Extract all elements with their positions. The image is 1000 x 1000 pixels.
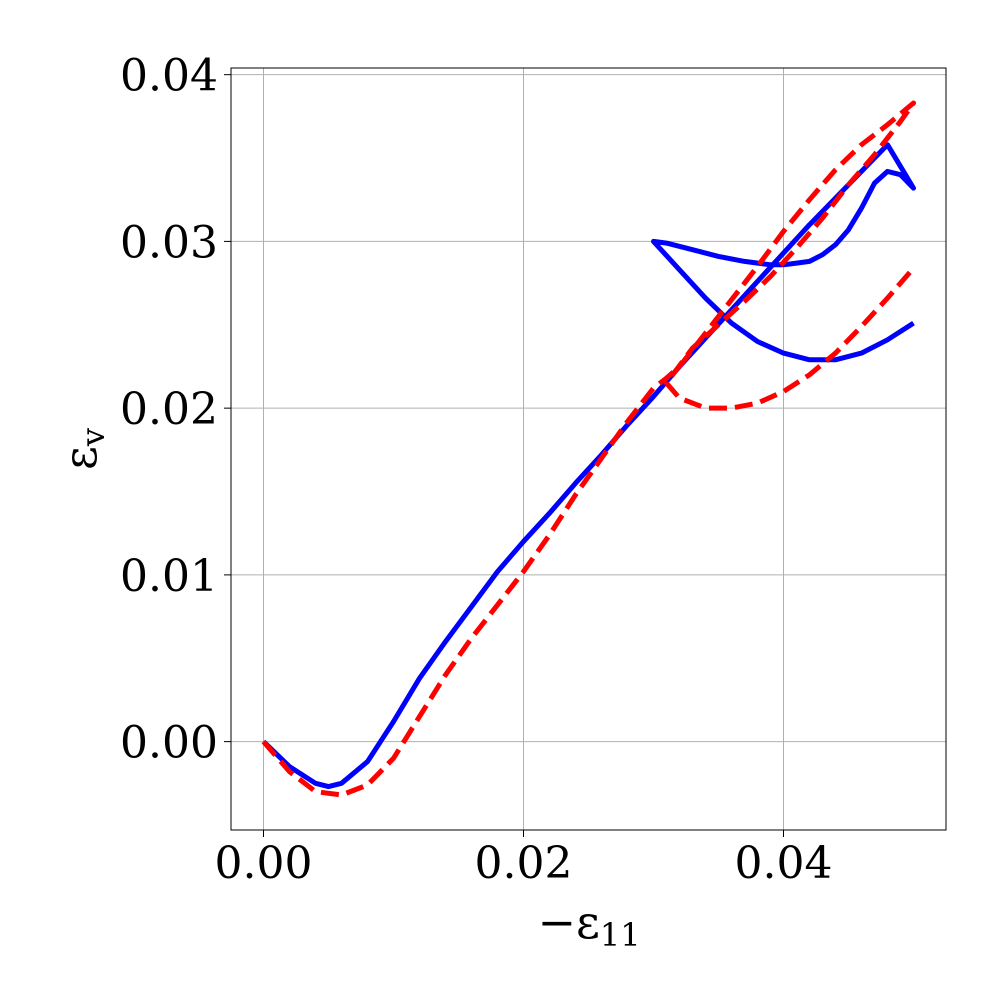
x-tick-label: 0.04 [735, 838, 833, 889]
plot-frame [230, 67, 947, 831]
y-tick-label: 0.02 [120, 384, 218, 435]
x-axis-label: −ε11 [537, 895, 640, 954]
grid [231, 68, 946, 830]
y-ticks: 0.00 0.01 0.02 0.03 0.04 [120, 51, 231, 769]
y-axis-label: εv [53, 428, 112, 470]
y-tick-label: 0.04 [120, 51, 218, 102]
x-tick-label: 0.02 [475, 838, 573, 889]
x-ticks: 0.00 0.02 0.04 [215, 830, 833, 889]
y-tick-label: 0.00 [120, 718, 218, 769]
series-layer [261, 100, 916, 798]
series-line-1 [261, 142, 916, 790]
x-tick-label: 0.00 [215, 838, 313, 889]
y-tick-label: 0.01 [120, 551, 218, 602]
y-tick-label: 0.03 [120, 217, 218, 268]
series-line-2 [261, 100, 916, 798]
